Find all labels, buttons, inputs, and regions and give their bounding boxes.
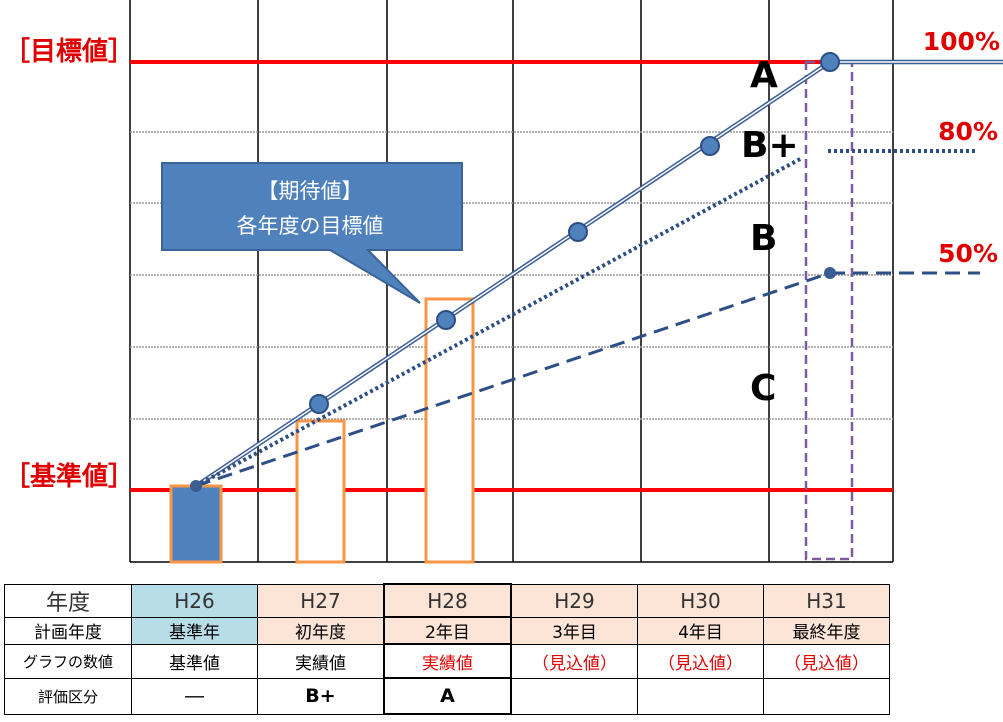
grade-a: A bbox=[750, 55, 778, 96]
row-header: 計画年度 bbox=[4, 616, 132, 645]
point-h28 bbox=[436, 310, 456, 330]
cell-grade bbox=[637, 677, 764, 715]
h31-projection-box bbox=[804, 60, 854, 561]
cell-grade: B+ bbox=[257, 677, 385, 715]
cell-year: H26 bbox=[131, 583, 258, 618]
cell-grade: ― bbox=[131, 677, 258, 715]
expected-points bbox=[190, 52, 840, 492]
cell-grade bbox=[510, 677, 638, 715]
cell-plan: 初年度 bbox=[257, 616, 385, 645]
cell-year: H30 bbox=[637, 583, 764, 618]
row-header: 年度 bbox=[4, 583, 132, 618]
cell-plan: 4年目 bbox=[637, 616, 764, 645]
bar-h28 bbox=[424, 297, 475, 564]
line-50pct bbox=[195, 271, 831, 488]
baseline-label: ［基準値］ bbox=[4, 461, 134, 492]
row-header: 評価区分 bbox=[4, 677, 132, 715]
cell-graph-value: 実績値 bbox=[257, 643, 385, 679]
callout-line2: 各年度の目標値 bbox=[237, 214, 384, 238]
bar-h27 bbox=[295, 419, 346, 564]
cell-year: H31 bbox=[763, 583, 890, 618]
bar-h26 bbox=[169, 484, 223, 564]
cell-grade bbox=[763, 677, 890, 715]
callout-bubble bbox=[161, 162, 463, 304]
table-row-year: 年度 H26 H27 H28 H29 H30 H31 bbox=[4, 583, 890, 618]
table-row-graph-value: グラフの数値 基準値 実績値 実績値 （見込値） （見込値） （見込値） bbox=[4, 643, 890, 679]
grade-bplus: B+ bbox=[741, 125, 799, 166]
grade-b: B bbox=[750, 218, 777, 259]
cell-plan: 最終年度 bbox=[763, 616, 890, 645]
point-h29 bbox=[568, 222, 588, 242]
year-table: 年度 H26 H27 H28 H29 H30 H31 計画年度 基準年 初年度 … bbox=[4, 583, 890, 715]
point-h30 bbox=[700, 136, 720, 156]
cell-graph-value: 実績値 bbox=[383, 643, 512, 679]
evaluation-chart: 【期待値】 各年度の目標値 ［目標値］ ［基準値］ 100% 80% 50% A… bbox=[4, 0, 1003, 564]
point-h27 bbox=[309, 394, 329, 414]
chart-grid bbox=[129, 0, 894, 563]
cell-graph-value: （見込値） bbox=[763, 643, 890, 679]
point-h31-50pct bbox=[824, 267, 836, 279]
target-label: ［目標値］ bbox=[4, 37, 134, 67]
table-row-plan-year: 計画年度 基準年 初年度 2年目 3年目 4年目 最終年度 bbox=[4, 616, 890, 645]
point-h26 bbox=[190, 480, 202, 492]
table-row-grade: 評価区分 ― B+ A bbox=[4, 677, 890, 715]
cell-year: H29 bbox=[510, 583, 638, 618]
row-header: グラフの数値 bbox=[4, 643, 132, 679]
cell-grade: A bbox=[383, 677, 512, 715]
grade-c: C bbox=[750, 368, 776, 409]
expected-line-inner bbox=[195, 61, 831, 487]
cell-graph-value: （見込値） bbox=[637, 643, 764, 679]
pct80-label: 80% bbox=[938, 117, 998, 146]
cell-plan: 2年目 bbox=[383, 616, 512, 645]
cell-year: H27 bbox=[257, 583, 385, 618]
cell-graph-value: （見込値） bbox=[510, 643, 638, 679]
callout-line1: 【期待値】 bbox=[258, 179, 363, 203]
line-80pct bbox=[195, 156, 803, 488]
pct50-label: 50% bbox=[938, 239, 998, 268]
cell-graph-value: 基準値 bbox=[131, 643, 258, 679]
cell-year: H28 bbox=[383, 583, 512, 618]
cell-plan: 基準年 bbox=[131, 616, 258, 645]
point-h31 bbox=[820, 52, 840, 72]
pct100-label: 100% bbox=[923, 27, 1000, 56]
cell-plan: 3年目 bbox=[510, 616, 638, 645]
